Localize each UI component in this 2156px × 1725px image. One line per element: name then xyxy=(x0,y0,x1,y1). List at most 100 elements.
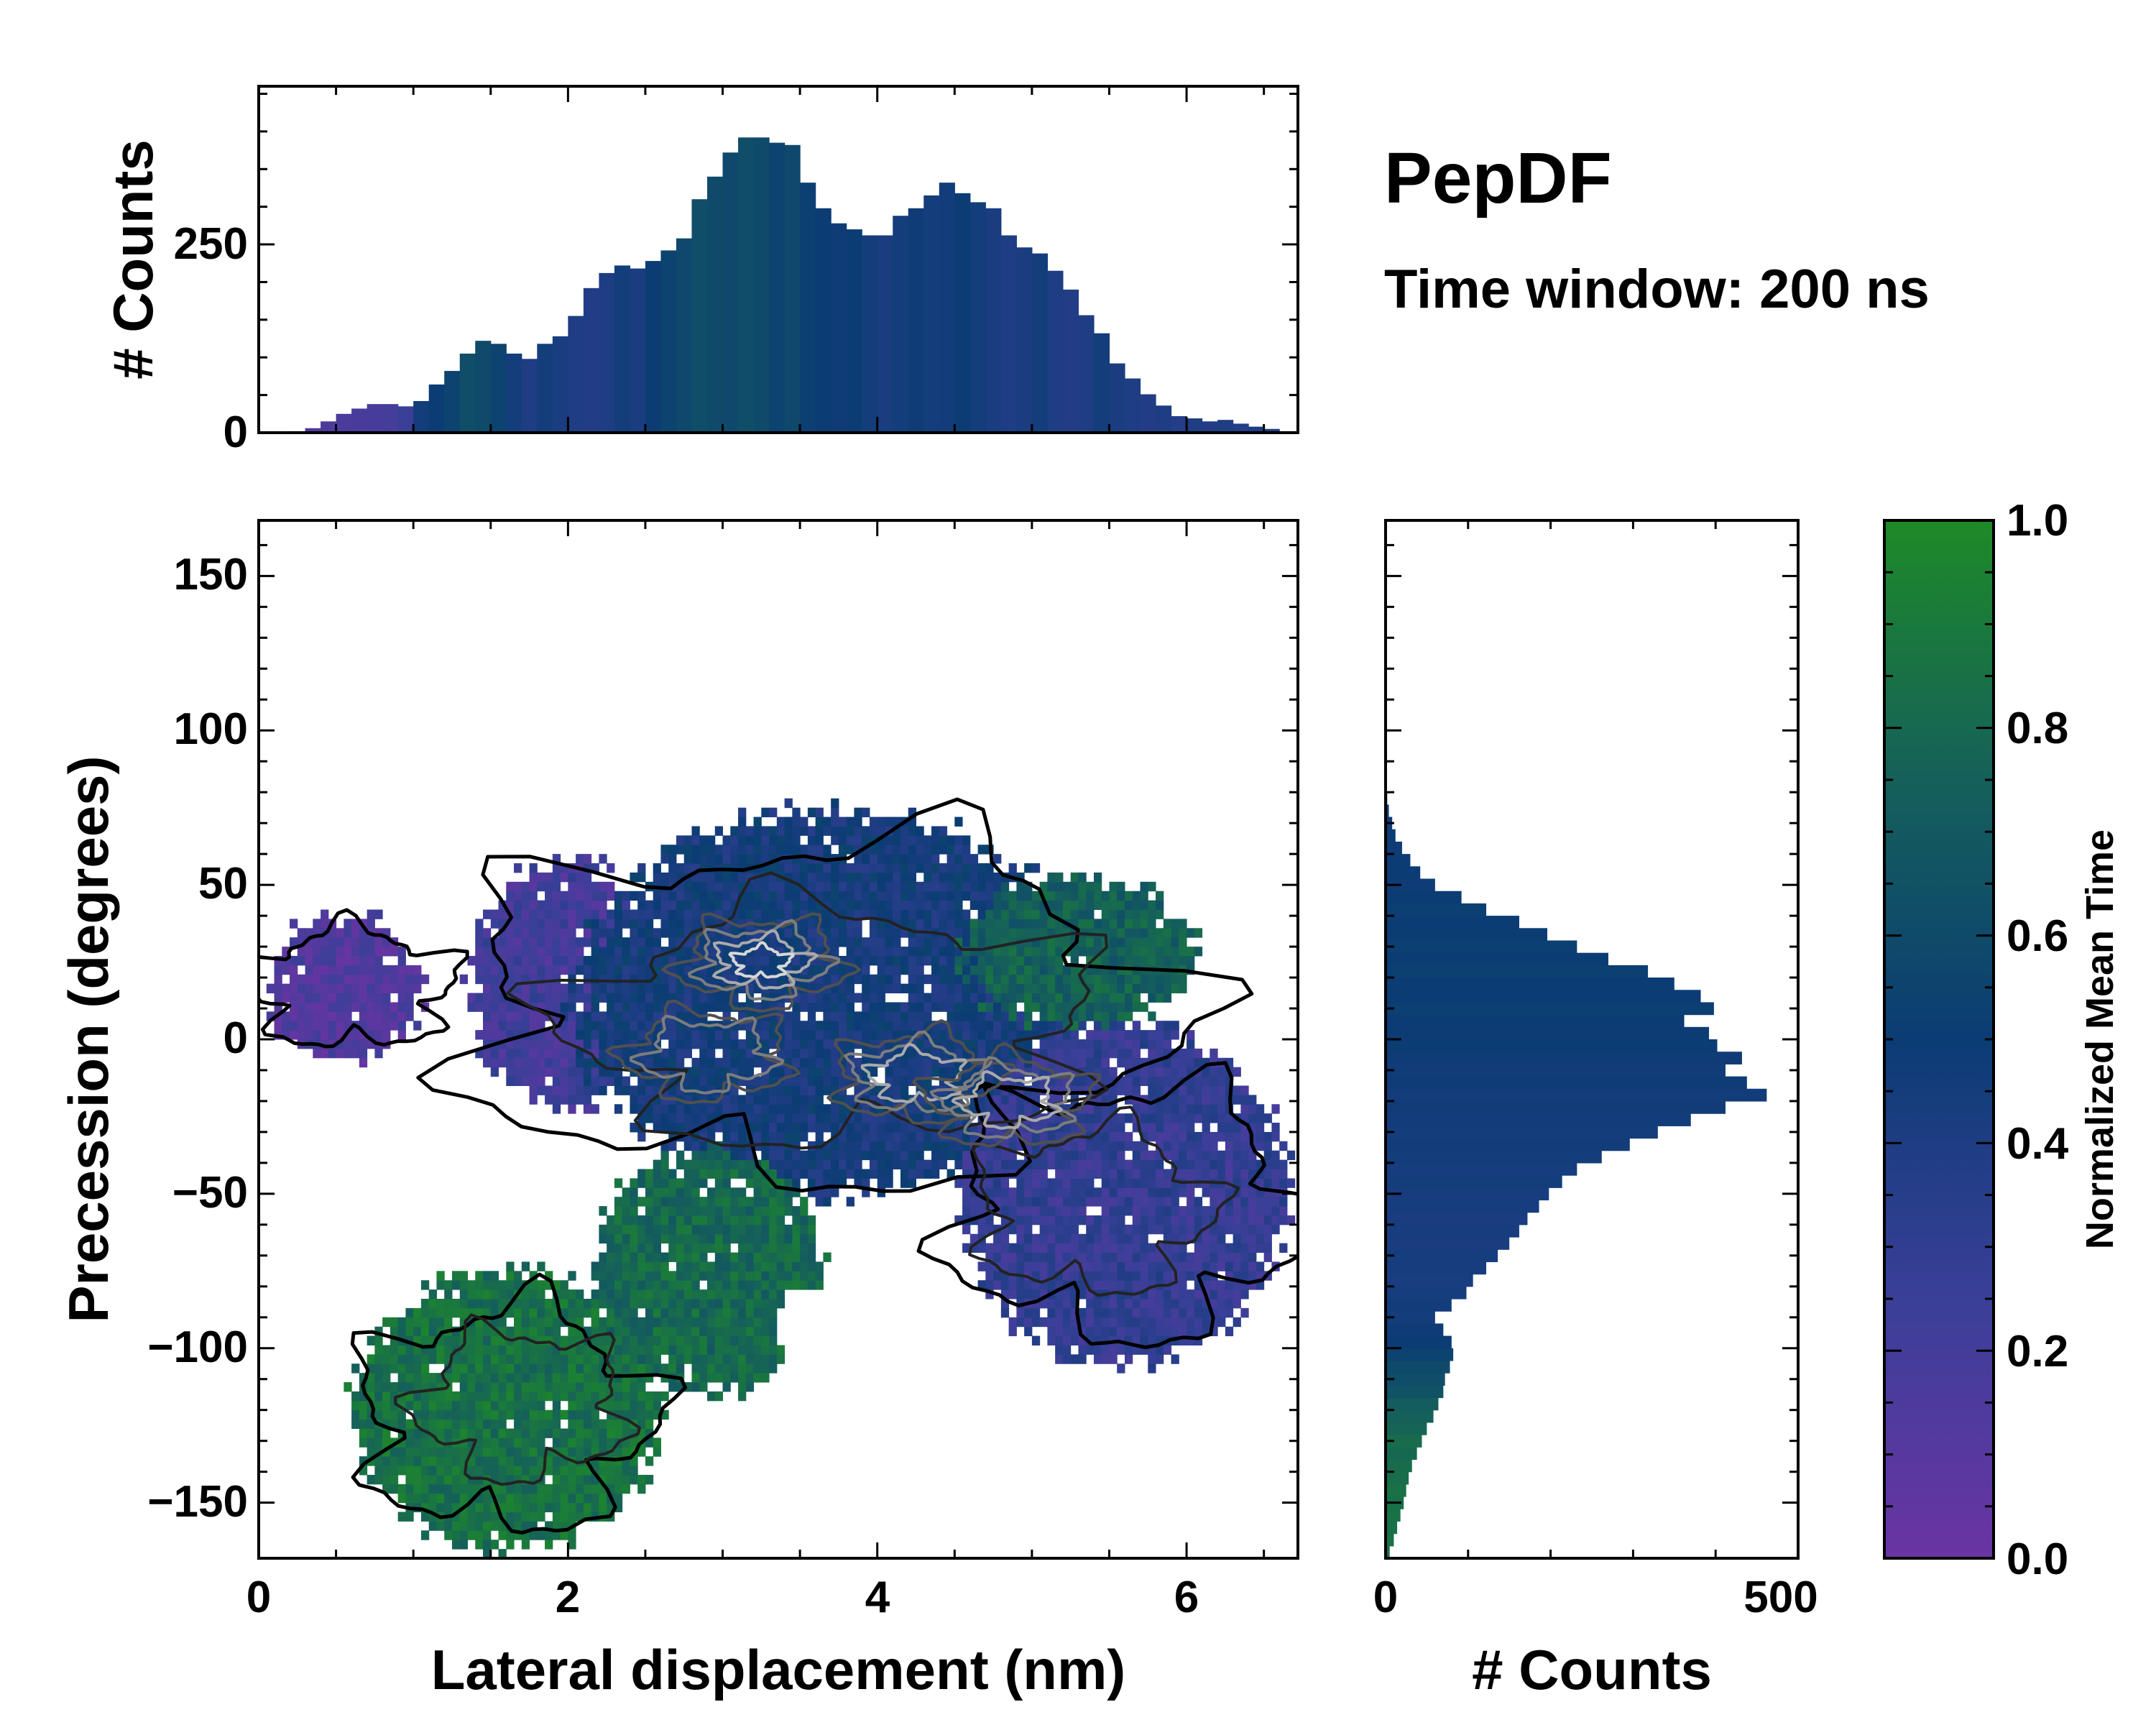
heatmap-cell xyxy=(568,1502,576,1513)
heatmap-cell xyxy=(305,1021,313,1031)
heatmap-cell xyxy=(614,1057,623,1068)
heatmap-cell xyxy=(1070,1317,1079,1328)
heatmap-cell xyxy=(1109,1067,1118,1077)
heatmap-cell xyxy=(537,1428,545,1438)
heatmap-cell xyxy=(683,863,692,873)
heatmap-cell xyxy=(506,1409,515,1420)
heatmap-cell xyxy=(885,1159,893,1169)
heatmap-cell xyxy=(800,863,808,873)
heatmap-cell xyxy=(738,1252,747,1262)
heatmap-cell xyxy=(900,1095,909,1105)
heatmap-cell xyxy=(714,1057,724,1068)
heatmap-cell xyxy=(792,1039,801,1049)
top-bar xyxy=(722,152,739,433)
heatmap-cell xyxy=(939,1067,948,1077)
heatmap-cell xyxy=(699,974,708,985)
heatmap-cell xyxy=(607,1354,615,1364)
heatmap-cell xyxy=(321,947,329,957)
heatmap-cell xyxy=(1148,1039,1156,1049)
heatmap-cell xyxy=(985,1076,994,1086)
heatmap-cell xyxy=(607,1307,615,1318)
heatmap-cell xyxy=(1117,1150,1125,1161)
heatmap-cell xyxy=(475,1428,484,1438)
heatmap-cell xyxy=(1039,919,1048,929)
heatmap-cell xyxy=(1156,1187,1164,1197)
heatmap-cell xyxy=(367,1419,375,1429)
heatmap-cell xyxy=(769,1141,778,1151)
heatmap-cell xyxy=(653,1011,661,1021)
heatmap-cell xyxy=(428,1447,437,1457)
heatmap-cell xyxy=(514,1419,522,1429)
heatmap-cell xyxy=(475,1345,484,1355)
heatmap-cell xyxy=(444,1419,453,1429)
heatmap-cell xyxy=(560,955,568,966)
heatmap-cell xyxy=(413,1447,422,1457)
heatmap-cell xyxy=(537,965,545,975)
heatmap-cell xyxy=(660,845,669,855)
heatmap-cell xyxy=(467,1391,476,1402)
heatmap-cell xyxy=(645,1317,654,1328)
heatmap-cell xyxy=(931,854,940,864)
heatmap-cell xyxy=(854,1159,862,1169)
heatmap-cell xyxy=(668,1057,677,1068)
heatmap-cell xyxy=(691,1233,700,1244)
heatmap-cell xyxy=(282,993,290,1003)
heatmap-cell xyxy=(545,1456,553,1466)
heatmap-cell xyxy=(792,909,801,919)
heatmap-cell xyxy=(591,1419,599,1429)
heatmap-cell xyxy=(1055,1113,1064,1123)
heatmap-cell xyxy=(1140,1252,1148,1262)
heatmap-cell xyxy=(753,1123,762,1133)
heatmap-cell xyxy=(985,1030,994,1040)
heatmap-cell xyxy=(390,1382,399,1392)
heatmap-cell xyxy=(769,1363,778,1374)
heatmap-cell xyxy=(637,1419,646,1429)
heatmap-cell xyxy=(1070,1206,1079,1216)
top-bar xyxy=(367,404,383,433)
heatmap-cell xyxy=(1000,1095,1010,1105)
heatmap-cell xyxy=(451,1428,461,1438)
heatmap-cell xyxy=(730,1057,739,1068)
heatmap-cell xyxy=(599,1391,607,1402)
heatmap-cell xyxy=(769,909,778,919)
heatmap-cell xyxy=(483,1271,492,1281)
heatmap-cell xyxy=(784,1030,793,1040)
heatmap-cell xyxy=(1125,1206,1133,1216)
heatmap-cell xyxy=(1078,1113,1087,1123)
top-bar xyxy=(1187,418,1203,433)
top-bar xyxy=(939,183,955,433)
heatmap-cell xyxy=(560,900,568,910)
heatmap-cell xyxy=(1039,1039,1048,1049)
heatmap-cell xyxy=(1148,881,1156,892)
heatmap-cell xyxy=(854,993,862,1003)
heatmap-cell xyxy=(645,1243,654,1254)
heatmap-cell xyxy=(846,1039,854,1049)
heatmap-cell xyxy=(660,1178,669,1188)
heatmap-cell xyxy=(576,1095,584,1105)
heatmap-cell xyxy=(436,1317,445,1328)
heatmap-cell xyxy=(784,1169,793,1179)
heatmap-cell xyxy=(382,947,391,957)
heatmap-cell xyxy=(1117,974,1125,985)
heatmap-cell xyxy=(1101,1113,1110,1123)
heatmap-cell xyxy=(916,1150,924,1161)
heatmap-cell xyxy=(908,983,917,994)
heatmap-cell xyxy=(699,1373,708,1383)
heatmap-cell xyxy=(946,947,955,957)
heatmap-cell xyxy=(722,919,731,929)
heatmap-cell xyxy=(1070,1215,1079,1225)
heatmap-cell xyxy=(1047,1095,1056,1105)
heatmap-cell xyxy=(738,1326,747,1337)
heatmap-cell xyxy=(475,1540,484,1550)
heatmap-cell xyxy=(521,1530,530,1540)
heatmap-cell xyxy=(660,1326,669,1337)
heatmap-cell xyxy=(1140,1067,1148,1077)
heatmap-cell xyxy=(506,891,515,901)
heatmap-cell xyxy=(923,993,932,1003)
heatmap-cell xyxy=(908,937,917,947)
heatmap-cell xyxy=(576,1289,584,1300)
heatmap-cell xyxy=(622,1252,630,1262)
heatmap-cell xyxy=(622,1076,630,1086)
heatmap-cell xyxy=(537,1409,545,1420)
heatmap-cell xyxy=(862,872,870,883)
